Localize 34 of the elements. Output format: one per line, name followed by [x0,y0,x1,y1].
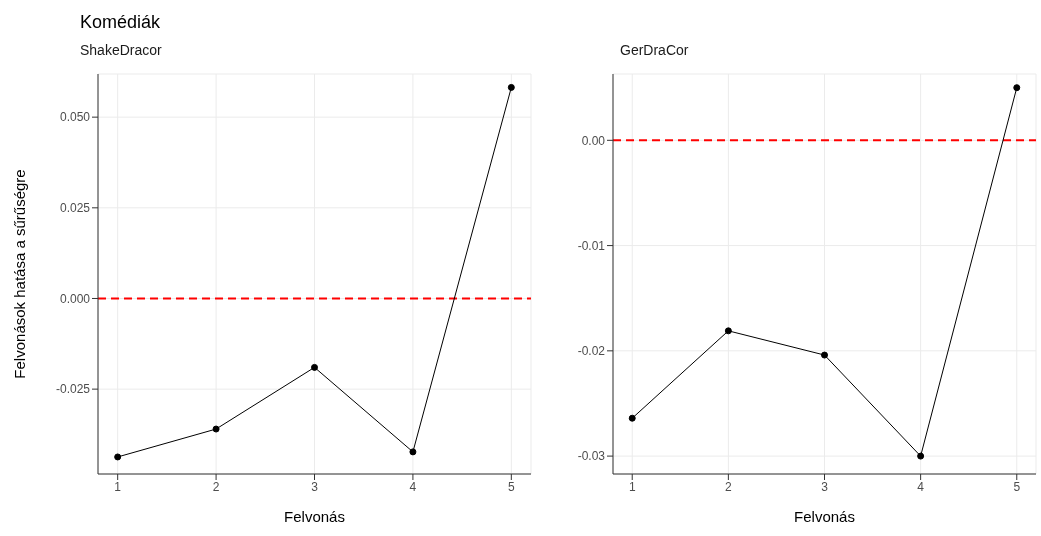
point [821,351,828,359]
point [311,363,318,371]
point [114,453,122,461]
y-tick-label: 0.025 [59,201,91,216]
y-tick-label: -0.025 [55,382,91,397]
x-axis-title: Felvonás [794,508,855,525]
x-tick-label: 2 [212,479,220,494]
x-tick-label: 5 [507,479,515,494]
y-tick-label: 0.050 [59,110,91,125]
x-tick-label: 5 [1013,479,1021,494]
point [628,414,636,422]
point [507,83,515,91]
y-tick-label: -0.01 [577,238,606,253]
x-tick-label: 4 [917,479,925,494]
x-tick-label: 1 [628,479,636,494]
x-axis-title: Felvonás [284,508,345,525]
x-tick-label: 1 [114,479,122,494]
y-tick-label: -0.03 [577,449,606,464]
x-tick-label: 3 [311,479,319,494]
x-tick-label: 4 [409,479,417,494]
point [212,425,220,433]
chart-subtitle: GerDraCor [619,42,690,60]
y-axis-title: Felvonások hatása a sűrűségre [11,169,29,379]
y-tick-label: 0.00 [581,133,606,148]
chart-subtitle: ShakeDracor [79,42,163,60]
y-tick-label: -0.02 [577,344,606,359]
point [1013,84,1021,92]
x-tick-label: 2 [725,479,733,494]
point [409,448,417,456]
point [724,327,732,335]
x-tick-label: 3 [821,479,829,494]
y-tick-label: 0.000 [59,291,91,306]
point [917,452,925,460]
chart-title: Komédiák [79,11,162,34]
